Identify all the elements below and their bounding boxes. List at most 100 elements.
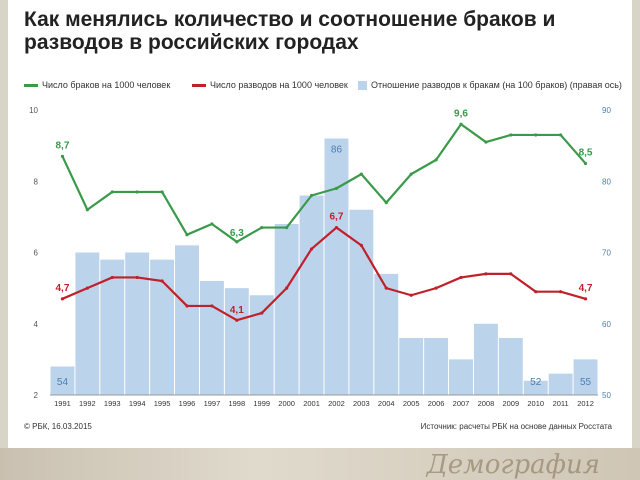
x-axis-tick-label: 2012 xyxy=(577,399,594,408)
x-axis-tick-label: 2010 xyxy=(527,399,544,408)
legend-label-divorces: Число разводов на 1000 человек xyxy=(210,80,348,90)
ratio-bar xyxy=(523,380,548,395)
x-axis-tick-label: 2011 xyxy=(553,399,569,408)
divorces-line-point xyxy=(309,247,314,251)
ratio-bar-label: 52 xyxy=(530,377,542,388)
x-axis-tick-label: 1999 xyxy=(253,399,270,408)
x-axis-tick-label: 2000 xyxy=(278,399,295,408)
marriages-line-point xyxy=(384,201,388,205)
marriages-line-point xyxy=(85,208,89,212)
divorces-line-point xyxy=(334,225,339,230)
x-axis-tick-label: 2003 xyxy=(353,399,370,408)
divorces-value-label: 4,1 xyxy=(230,305,244,316)
divorces-line-point xyxy=(185,304,189,308)
ratio-bar xyxy=(249,295,274,395)
marriages-line-point xyxy=(185,233,189,237)
divorces-value-label: 6,7 xyxy=(330,212,344,223)
chart-title: Как менялись количество и соотношение бр… xyxy=(24,8,556,54)
x-axis-tick-label: 1997 xyxy=(204,399,221,408)
marriages-line xyxy=(61,123,587,243)
x-axis-tick-label: 1998 xyxy=(228,399,245,408)
marriages-line-point xyxy=(559,133,563,137)
ratio-bar xyxy=(498,338,523,395)
x-axis-tick-label: 2001 xyxy=(303,399,320,408)
legend-item-divorces: Число разводов на 1000 человек xyxy=(192,80,348,90)
x-axis-tick-label: 1994 xyxy=(129,399,146,408)
ratio-bar xyxy=(424,338,449,395)
marriages-line-point xyxy=(60,154,65,158)
marriages-line-point xyxy=(459,122,463,126)
right-axis-tick-label: 70 xyxy=(602,249,611,258)
ratio-bar xyxy=(374,273,399,395)
legend-label-marriages: Число браков на 1000 человек xyxy=(42,80,171,90)
x-axis-tick-label: 2004 xyxy=(378,399,395,408)
legend-swatch-ratio xyxy=(358,80,367,90)
legend-swatch-divorces xyxy=(192,83,206,87)
divorces-value-label: 4,7 xyxy=(56,283,70,294)
divorces-line-point xyxy=(409,293,413,297)
x-axis-tick-label: 2005 xyxy=(403,399,420,408)
marriages-value-label: 8,5 xyxy=(579,147,593,158)
ratio-bar xyxy=(274,224,299,395)
x-axis-tick-label: 1991 xyxy=(54,399,71,408)
divorces-line-point xyxy=(509,272,513,276)
legend-item-ratio: Отношение разводов к бракам (на 100 брак… xyxy=(358,80,622,90)
footer-copyright: © РБК, 16.03.2015 xyxy=(24,422,92,431)
marriages-line-point xyxy=(409,172,413,176)
marriages-line-point xyxy=(285,225,289,230)
ratio-bar-label: 54 xyxy=(57,377,69,388)
x-axis-tick-label: 2002 xyxy=(328,399,345,408)
marriages-line-point xyxy=(309,193,314,198)
divorces-line-point xyxy=(359,243,363,247)
legend-label-ratio: Отношение разводов к бракам (на 100 брак… xyxy=(371,80,622,90)
divorces-line-point xyxy=(459,275,463,280)
divorces-line-point xyxy=(60,297,65,301)
ratio-bar xyxy=(100,259,125,395)
divorces-line xyxy=(62,226,586,322)
divorces-line-point xyxy=(534,290,538,294)
divorces-line-point xyxy=(135,275,139,280)
marriages-line-point xyxy=(484,140,488,144)
ratio-bar-label: 86 xyxy=(331,145,343,156)
ratio-bar-label: 55 xyxy=(580,377,592,388)
chart-legend: Число браков на 1000 человек Число разво… xyxy=(24,80,624,94)
left-axis-tick-label: 4 xyxy=(34,320,39,329)
ratio-bar xyxy=(299,195,324,395)
ratio-bar xyxy=(199,281,224,395)
divorces-line-point xyxy=(583,297,588,301)
ratio-bar xyxy=(399,338,424,395)
decorative-script-text: Демография xyxy=(426,450,600,480)
ratio-bar xyxy=(175,245,199,395)
divorces-line-point xyxy=(85,286,89,290)
ratio-bar xyxy=(150,259,175,395)
ratio-bar xyxy=(548,373,573,395)
legend-swatch-marriages xyxy=(24,83,38,87)
x-axis-tick-label: 2006 xyxy=(428,399,445,408)
marriages-line-point xyxy=(110,190,114,194)
decorative-background-strip xyxy=(0,448,640,480)
divorces-line-point xyxy=(160,279,164,283)
right-axis-tick-label: 60 xyxy=(602,320,611,329)
x-axis-tick-label: 1992 xyxy=(79,399,96,408)
x-axis-tick-label: 1995 xyxy=(154,399,171,408)
footer-source: Источник: расчеты РБК на основе данных Р… xyxy=(420,422,612,431)
left-axis-tick-label: 2 xyxy=(34,391,39,400)
ratio-bar xyxy=(449,359,473,395)
marriages-value-label: 8,7 xyxy=(56,140,70,151)
marriages-line-point xyxy=(210,222,214,226)
marriages-value-label: 6,3 xyxy=(230,228,244,239)
left-axis-tick-label: 10 xyxy=(29,106,38,115)
ratio-bar xyxy=(349,209,374,395)
x-axis-tick-label: 2008 xyxy=(478,399,495,408)
divorces-line-point xyxy=(434,286,438,290)
divorces-line-point xyxy=(260,311,264,315)
divorces-line-point xyxy=(235,318,239,322)
x-axis-tick-label: 2007 xyxy=(453,399,470,408)
x-axis-tick-label: 2009 xyxy=(502,399,519,408)
x-axis-tick-label: 1996 xyxy=(179,399,196,408)
marriages-line-point xyxy=(359,172,363,176)
divorces-line-point xyxy=(110,275,114,280)
marriages-line-point xyxy=(160,190,164,194)
ratio-bar xyxy=(324,138,349,395)
legend-item-marriages: Число браков на 1000 человек xyxy=(24,80,170,90)
